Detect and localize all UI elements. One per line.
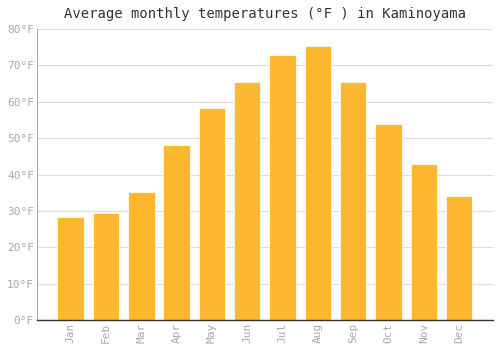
Bar xyxy=(58,217,84,320)
Bar xyxy=(164,146,190,320)
Bar xyxy=(128,192,154,320)
Bar xyxy=(234,82,260,320)
Bar xyxy=(375,124,402,320)
Bar xyxy=(410,164,437,320)
Bar xyxy=(198,108,225,320)
Title: Average monthly temperatures (°F ) in Kaminoyama: Average monthly temperatures (°F ) in Ka… xyxy=(64,7,466,21)
Bar xyxy=(340,82,366,320)
Bar xyxy=(304,46,331,320)
Bar xyxy=(93,213,120,320)
Bar xyxy=(270,55,296,320)
Bar xyxy=(446,196,472,320)
